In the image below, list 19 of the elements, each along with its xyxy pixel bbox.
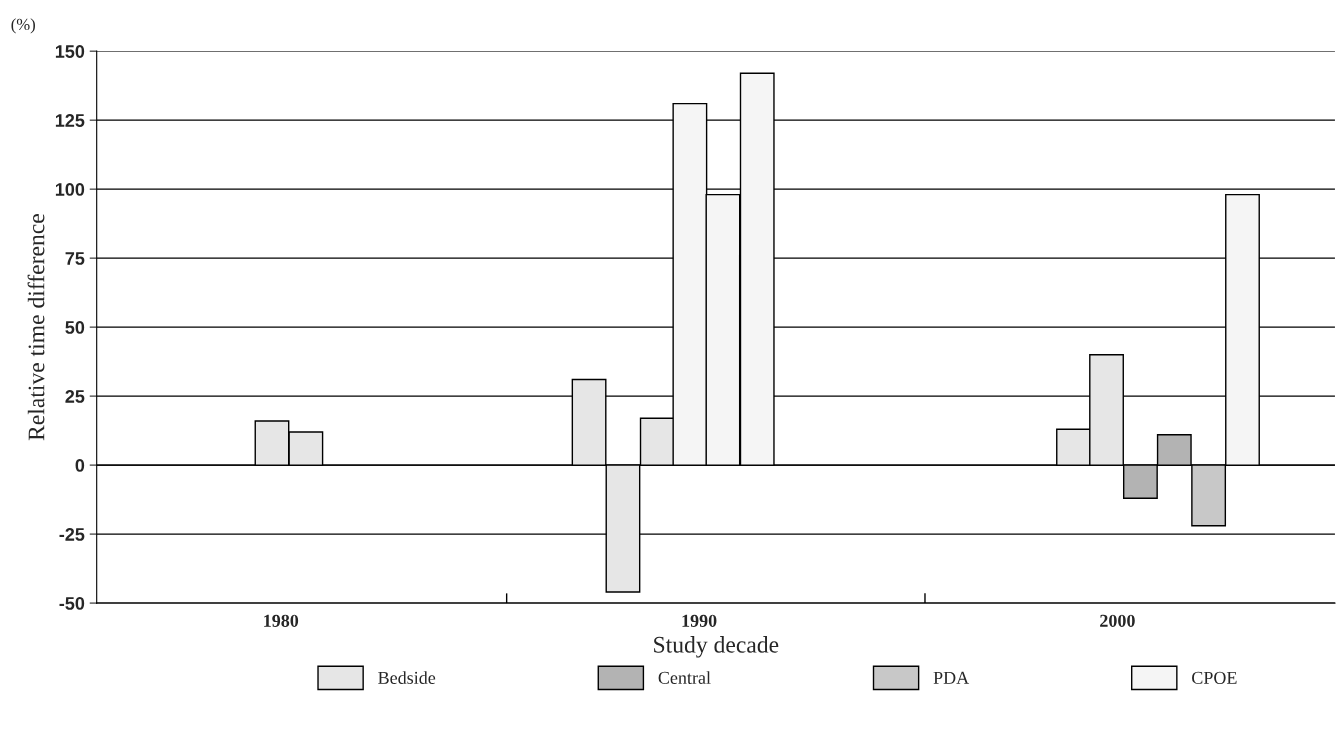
y-tick-label: -25	[59, 528, 85, 541]
legend-label: PDA	[933, 671, 970, 684]
y-tick-label: 150	[55, 45, 85, 58]
x-tick-label: 1990	[682, 614, 717, 627]
legend-label: CPOE	[1192, 671, 1237, 684]
y-tick-label: 0	[75, 459, 85, 472]
y-tick-label: 25	[65, 390, 85, 403]
y-tick-label: 50	[65, 321, 85, 334]
x-axis-title: Study decade	[654, 636, 779, 658]
text: (%)	[11, 18, 35, 34]
legend-label: Central	[658, 671, 711, 684]
x-tick-label: 2000	[1100, 614, 1135, 627]
y-tick-label: 100	[55, 183, 85, 196]
legend-label: Bedside	[378, 671, 436, 684]
x-tick-label: 1980	[264, 614, 299, 627]
y-tick-label: 125	[55, 114, 85, 127]
y-axis-title: Relative time difference	[27, 214, 45, 441]
y-tick-label: -50	[59, 597, 85, 610]
y-tick-label: 75	[65, 252, 85, 265]
